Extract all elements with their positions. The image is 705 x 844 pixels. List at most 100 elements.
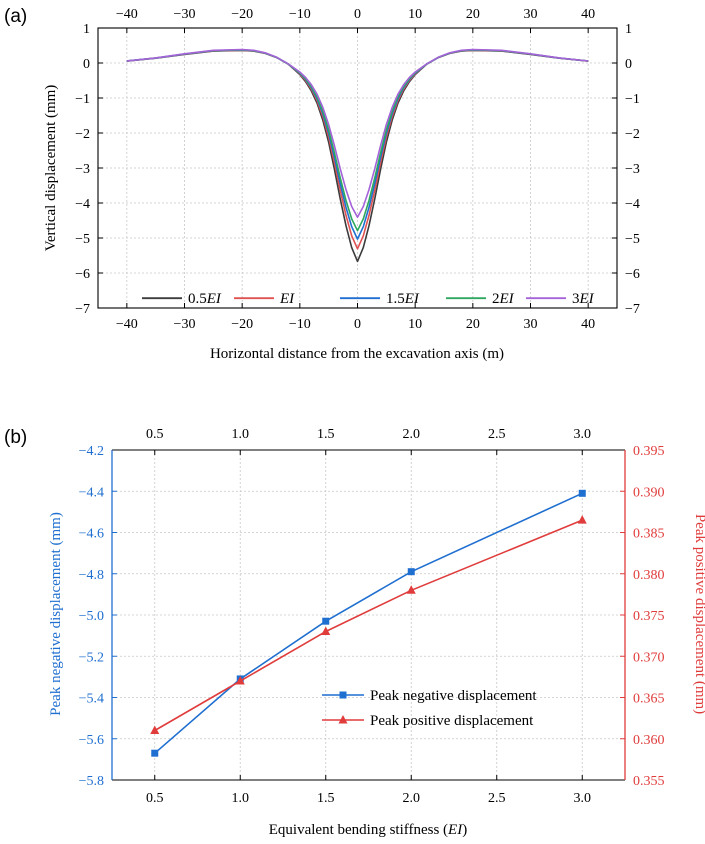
y-tick-label: −6	[75, 267, 90, 282]
x-tick-label: 30	[524, 317, 538, 332]
legend-label-prefix: 3	[572, 291, 580, 307]
panel-b-grid	[112, 449, 625, 781]
x-tick-label-top: 20	[466, 7, 480, 22]
x-tick-label-top: 2.0	[403, 427, 421, 442]
y-tick-label-right: −7	[625, 302, 640, 317]
series-point-triangle	[235, 676, 245, 685]
y-right-tick-label: 0.385	[633, 527, 665, 542]
y-right-tick-label: 0.360	[633, 733, 665, 748]
legend-label: Peak positive displacement	[370, 713, 534, 729]
panel-a-grid	[98, 27, 617, 309]
x-tick-label-top: 30	[524, 7, 538, 22]
y-tick-label-right: −1	[625, 92, 640, 107]
legend-label-prefix: 1.5	[386, 291, 405, 307]
y-left-tick-label: −5.0	[79, 609, 104, 624]
series-point-square	[578, 489, 586, 497]
y-tick-label: −3	[75, 162, 90, 177]
series-point-triangle	[150, 725, 160, 734]
series-line	[126, 48, 589, 219]
legend-label-em: EI	[279, 291, 295, 307]
panel-b-ticks: 0.5 0.5 1.0 1.0 1.5 1.5 2.0 2.0 2.5 2.5 3.0 3.0 −4.2…	[79, 427, 665, 806]
y-right-tick-label: 0.395	[633, 444, 665, 459]
y-right-tick-label: 0.365	[633, 692, 665, 707]
x-tick-label: −20	[231, 317, 253, 332]
y-tick-label: −2	[75, 127, 90, 142]
panel-b-xlabel: Equivalent bending stiffness (EI)	[269, 822, 467, 838]
legend-label-prefix: 2	[492, 291, 500, 307]
y-right-tick-label: 0.370	[633, 650, 665, 665]
legend-label: 1.5EI	[386, 291, 420, 307]
y-tick-label: −7	[75, 302, 90, 317]
x-tick-label: 40	[581, 317, 595, 332]
x-tick-label-top: 40	[581, 7, 595, 22]
y-left-tick-label: −4.6	[79, 527, 104, 542]
legend-label: 2EI	[492, 291, 515, 307]
x-tick-label: 1.5	[317, 791, 335, 806]
panel-a-xlabel: Horizontal distance from the excavation …	[210, 346, 504, 362]
y-right-tick-label: 0.380	[633, 568, 665, 583]
panel-b-label: (b)	[4, 427, 27, 448]
x-tick-label: 10	[408, 317, 422, 332]
y-right-tick-label: 0.390	[633, 485, 665, 500]
x-tick-label: −10	[289, 317, 311, 332]
y-tick-label-right: −4	[625, 197, 640, 212]
y-right-tick-label: 0.375	[633, 609, 665, 624]
y-left-tick-label: −5.4	[79, 692, 104, 707]
legend-label-em: EI	[206, 291, 222, 307]
panel-a-ylabel: Vertical displacement (mm)	[43, 85, 59, 252]
x-tick-label-top: 3.0	[574, 427, 592, 442]
legend-label-em: EI	[579, 291, 595, 307]
panel-b-legend: Peak negative displacement Peak positive …	[322, 688, 537, 729]
y-tick-label-right: −3	[625, 162, 640, 177]
legend-label-prefix: 0.5	[188, 291, 207, 307]
legend-label: 3EI	[572, 291, 595, 307]
legend-label-em: EI	[499, 291, 515, 307]
y-left-tick-label: −4.4	[79, 485, 104, 500]
y-tick-label-right: 0	[625, 57, 632, 72]
y-left-tick-label: −4.2	[79, 444, 104, 459]
legend-label: EI	[279, 291, 295, 307]
x-tick-label: 1.0	[232, 791, 250, 806]
x-tick-label: −30	[174, 317, 196, 332]
series-point-triangle	[577, 515, 587, 524]
y-left-tick-label: −5.6	[79, 733, 104, 748]
x-tick-label: 20	[466, 317, 480, 332]
x-tick-label-top: 0.5	[146, 427, 164, 442]
x-tick-label-top: 10	[408, 7, 422, 22]
x-tick-label-top: −40	[116, 7, 138, 22]
legend-label: Peak negative displacement	[370, 688, 537, 704]
x-tick-label-top: 0	[354, 7, 361, 22]
x-tick-label: 3.0	[574, 791, 592, 806]
y-tick-label: −5	[75, 232, 90, 247]
x-tick-label-top: 1.5	[317, 427, 335, 442]
x-tick-label-top: −30	[174, 7, 196, 22]
x-tick-label: −40	[116, 317, 138, 332]
y-tick-label: 1	[83, 22, 90, 37]
panel-a-legend: 0.5EI EI 1.5EI 2EI 3EI	[142, 291, 595, 307]
legend-label: 0.5EI	[188, 291, 222, 307]
y-tick-label-right: 1	[625, 22, 632, 37]
x-tick-label-top: 2.5	[488, 427, 506, 442]
y-left-tick-label: −5.2	[79, 650, 104, 665]
panel-b-ylabel-right: Peak positive displacement (mm)	[692, 514, 705, 714]
y-tick-label: −1	[75, 92, 90, 107]
legend-marker-square	[339, 691, 347, 699]
y-tick-label: 0	[83, 57, 90, 72]
y-tick-label-right: −5	[625, 232, 640, 247]
panel-a-label: (a)	[4, 6, 27, 27]
panel-b-ylabel-left: Peak negative displacement (mm)	[48, 512, 64, 716]
series-point-square	[151, 749, 159, 757]
legend-label-em: EI	[404, 291, 420, 307]
x-tick-label-top: 1.0	[232, 427, 250, 442]
y-tick-label-right: −2	[625, 127, 640, 142]
legend-marker-triangle	[338, 715, 348, 724]
panel-a-ticks: −40−40−30−30−20−20−10−100010102020303040…	[75, 7, 640, 332]
y-left-tick-label: −4.8	[79, 568, 104, 583]
x-tick-label: 0	[354, 317, 361, 332]
x-tick-label: 0.5	[146, 791, 164, 806]
x-tick-label: 2.5	[488, 791, 506, 806]
series-point-square	[407, 568, 415, 576]
y-tick-label: −4	[75, 197, 90, 212]
y-left-tick-label: −5.8	[79, 774, 104, 789]
